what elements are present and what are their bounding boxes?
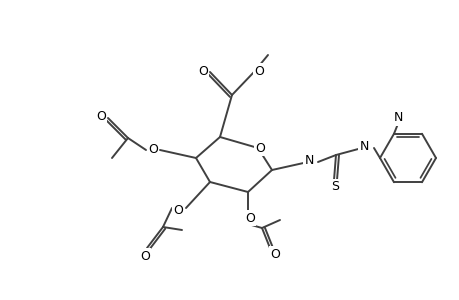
- Text: O: O: [173, 203, 183, 217]
- Text: N: N: [304, 154, 313, 166]
- Text: O: O: [253, 64, 263, 77]
- Text: O: O: [198, 64, 207, 77]
- Text: O: O: [254, 142, 264, 154]
- Text: N: N: [358, 140, 368, 152]
- Text: O: O: [245, 212, 254, 224]
- Text: O: O: [148, 142, 157, 155]
- Text: O: O: [96, 110, 106, 122]
- Text: O: O: [269, 248, 280, 260]
- Text: N: N: [392, 111, 402, 124]
- Text: O: O: [140, 250, 150, 262]
- Text: S: S: [330, 181, 338, 194]
